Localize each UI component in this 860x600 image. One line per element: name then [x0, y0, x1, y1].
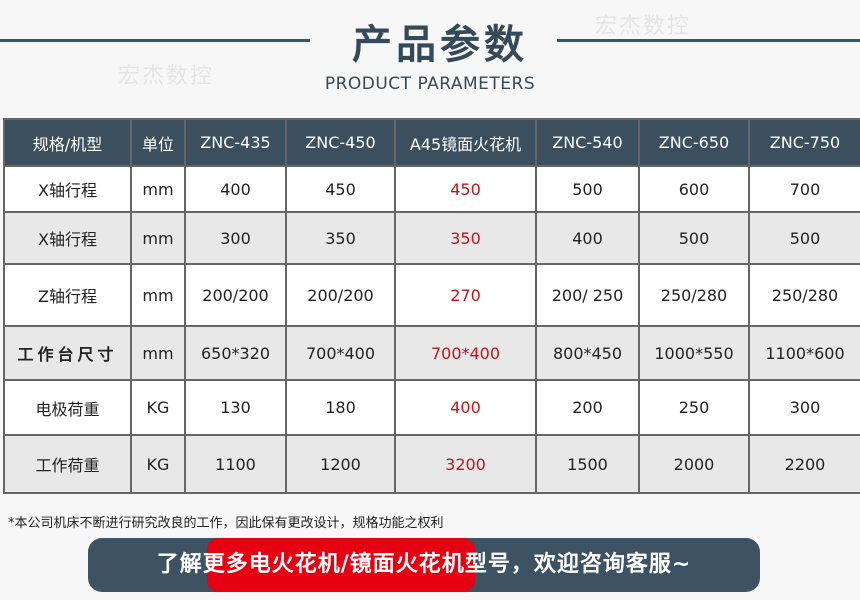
table-header-row: 规格/机型 单位 ZNC-435 ZNC-450 A45镜面火花机 ZNC-540 ZNC-… — [3, 118, 860, 167]
table-cell: 3200 — [394, 434, 537, 494]
watermark: 宏杰数控 — [118, 64, 215, 89]
table-cell: 600 — [638, 165, 750, 213]
table-cell: 1000*550 — [638, 325, 750, 381]
banner-prefix: 了解更多 — [156, 552, 249, 577]
table-row: X轴行程 mm 300 350 350 400 500 500 — [3, 211, 860, 265]
column-header: ZNC-750 — [748, 118, 860, 167]
table-row: Z轴行程 mm 200/200 200/200 270 200/ 250 250/280 25… — [3, 263, 860, 327]
table-cell: 270 — [394, 263, 537, 327]
table-row: 工作台尺寸 mm 650*320 700*400 700*400 800*450 1000*… — [3, 325, 860, 381]
table-cell: 500 — [748, 211, 860, 265]
table-cell: 500 — [535, 165, 640, 213]
table-cell: 250/280 — [748, 263, 860, 327]
row-label: Z轴行程 — [3, 263, 132, 327]
table-cell: mm — [130, 263, 186, 327]
table-cell: 400 — [394, 379, 537, 436]
table-cell: 300 — [748, 379, 860, 436]
table-cell: KG — [130, 434, 186, 494]
table-cell: 450 — [285, 165, 396, 213]
row-label: 工作台尺寸 — [3, 325, 132, 381]
table-cell: 350 — [394, 211, 537, 265]
column-header: ZNC-540 — [535, 118, 640, 167]
banner-suffix: 型号，欢迎咨询客服~ — [464, 552, 692, 577]
table-cell: 700 — [748, 165, 860, 213]
banner-highlight-text: 电火花机/镜面火花机 — [248, 552, 465, 577]
column-header: ZNC-435 — [184, 118, 287, 167]
column-header: 规格/机型 — [3, 118, 132, 167]
banner-highlight — [207, 538, 475, 592]
table-cell: 180 — [285, 379, 396, 436]
table-cell: 200/200 — [285, 263, 396, 327]
table-cell: 1100 — [184, 434, 287, 494]
table-cell: 650*320 — [184, 325, 287, 381]
table-cell: 300 — [184, 211, 287, 265]
table-cell: 350 — [285, 211, 396, 265]
table-cell: 250/280 — [638, 263, 750, 327]
column-header: ZNC-450 — [285, 118, 396, 167]
table-cell: 400 — [535, 211, 640, 265]
table-cell: 1100*600 — [748, 325, 860, 381]
table-cell: KG — [130, 379, 186, 436]
table-cell: 450 — [394, 165, 537, 213]
column-header: ZNC-650 — [638, 118, 750, 167]
row-label: 电极荷重 — [3, 379, 132, 436]
column-header: A45镜面火花机 — [394, 118, 537, 167]
table-cell: 200/200 — [184, 263, 287, 327]
table-cell: 800*450 — [535, 325, 640, 381]
watermark: 宏杰数控 — [595, 14, 692, 39]
table-cell: 200/ 250 — [535, 263, 640, 327]
table-cell: mm — [130, 165, 186, 213]
table-row: 工作荷重 KG 1100 1200 3200 1500 2000 2200 — [3, 434, 860, 494]
table-row: X轴行程 mm 400 450 450 500 600 700 — [3, 165, 860, 213]
table-cell: 2200 — [748, 434, 860, 494]
page-title: 产品参数 — [352, 22, 528, 68]
parameter-table: 规格/机型 单位 ZNC-435 ZNC-450 A45镜面火花机 ZNC-540 ZNC-… — [3, 118, 860, 494]
table-cell: 200 — [535, 379, 640, 436]
table-cell: mm — [130, 211, 186, 265]
table-cell: 130 — [184, 379, 287, 436]
table-cell: 700*400 — [285, 325, 396, 381]
column-header: 单位 — [130, 118, 186, 167]
table-cell: 2000 — [638, 434, 750, 494]
disclaimer-note: *本公司机床不断进行研究改良的工作，因此保有更改设计，规格功能之权利 — [8, 516, 444, 531]
row-label: 工作荷重 — [3, 434, 132, 494]
table-cell: 250 — [638, 379, 750, 436]
row-label: X轴行程 — [3, 211, 132, 265]
table-cell: mm — [130, 325, 186, 381]
title-right-line — [557, 39, 860, 42]
table-row: 电极荷重 KG 130 180 400 200 250 300 — [3, 379, 860, 436]
table-cell: 1500 — [535, 434, 640, 494]
row-label: X轴行程 — [3, 165, 132, 213]
table-cell: 500 — [638, 211, 750, 265]
table-cell: 400 — [184, 165, 287, 213]
banner-text[interactable]: 了解更多电火花机/镜面火花机型号，欢迎咨询客服~ — [88, 538, 760, 592]
page-subtitle: PRODUCT PARAMETERS — [324, 74, 536, 94]
table-cell: 700*400 — [394, 325, 537, 381]
table-cell: 1200 — [285, 434, 396, 494]
title-left-line — [0, 39, 310, 42]
